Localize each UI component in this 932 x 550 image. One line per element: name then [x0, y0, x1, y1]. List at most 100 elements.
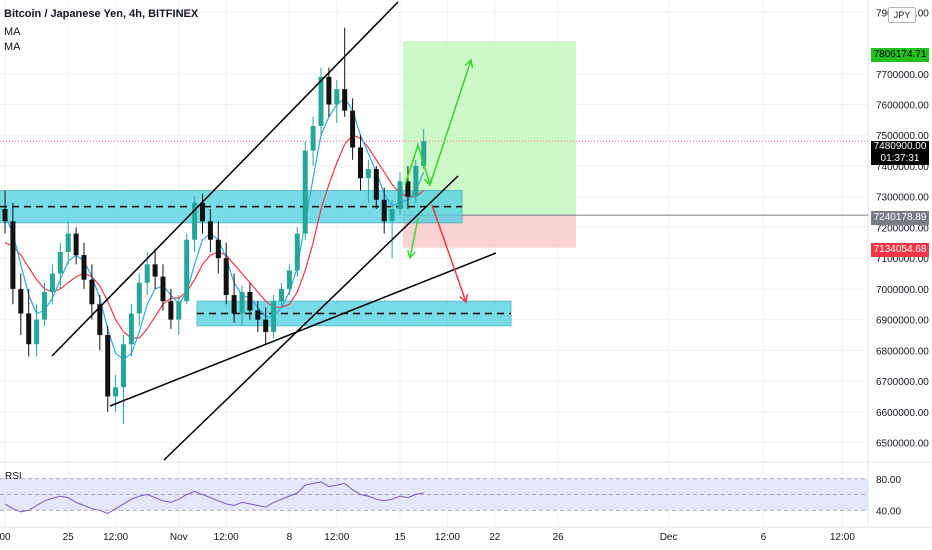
candle-body	[26, 313, 32, 345]
rsi-line	[4, 481, 424, 514]
candle-body	[89, 279, 95, 305]
price-tick-label: 7500000.00	[876, 131, 929, 142]
candle-body	[144, 264, 150, 283]
candle-body	[192, 202, 198, 240]
bullish-retest-arrow-head	[423, 177, 433, 187]
candle-body	[2, 208, 8, 222]
time-tick-label: 12:00	[324, 532, 349, 543]
candle-body	[326, 76, 332, 105]
candle-body	[286, 270, 292, 289]
price-tick-label: 7300000.00	[876, 193, 929, 204]
candle-body	[342, 89, 348, 111]
candle-body	[373, 169, 379, 200]
candle-body	[160, 276, 166, 302]
price-tick-label: 6500000.00	[876, 439, 929, 450]
price-tick-label: 7100000.00	[876, 254, 929, 265]
candle-body	[81, 255, 87, 280]
ma-indicator-label-1[interactable]: MA	[4, 26, 21, 38]
currency-button[interactable]: JPY	[888, 7, 916, 23]
symbol-title[interactable]: Bitcoin / Japanese Yen, 4h, BITFINEX	[4, 8, 199, 20]
time-tick-label: 22	[489, 532, 501, 543]
candle-body	[128, 313, 134, 345]
candle-body	[302, 150, 308, 234]
time-tick-label: 25	[63, 532, 75, 543]
candle-body	[34, 319, 40, 345]
candle-body	[310, 126, 316, 151]
time-tick-label: 8	[287, 532, 293, 543]
price-tick-label: 6900000.00	[876, 316, 929, 327]
candle-body	[389, 208, 395, 222]
bearish-projection-arrow-head	[459, 293, 469, 304]
time-tick-label: Nov	[170, 532, 188, 543]
rsi-tick-label: 80.00	[876, 475, 901, 486]
ma-indicator-label-2[interactable]: MA	[4, 41, 21, 53]
candle-body	[294, 233, 300, 271]
candle-body	[318, 76, 324, 127]
candle-body	[239, 291, 245, 314]
candle-body	[18, 288, 24, 314]
candle-body	[263, 319, 269, 332]
candle-body	[105, 334, 111, 397]
entry-price-badge: 7240178.89	[871, 211, 929, 225]
candle-body	[381, 199, 387, 222]
candle-body	[397, 181, 403, 209]
pullback-arrow	[409, 217, 419, 259]
pullback-arrow-head	[406, 250, 416, 260]
bullish-projection-arrow-head	[464, 58, 474, 69]
candle-body	[279, 288, 284, 302]
time-tick-label: 12:00	[214, 532, 239, 543]
candle-body	[121, 344, 126, 388]
candle-body	[73, 233, 79, 256]
candle-body	[231, 295, 237, 314]
bullish-projection-arrow	[429, 59, 472, 186]
time-tick-label: 00	[0, 532, 11, 543]
candle-body	[365, 169, 371, 179]
candle-body	[57, 252, 63, 274]
candle-body	[223, 258, 229, 296]
candle-body	[42, 291, 47, 320]
channel-lower-trendline	[163, 175, 459, 461]
time-tick-label: Dec	[660, 532, 678, 543]
current-price-badge: 7480900.00 01:37:31	[871, 141, 929, 165]
candle-body	[136, 282, 142, 314]
candle-body	[97, 304, 103, 335]
rsi-indicator-label[interactable]: RSI	[5, 471, 22, 482]
price-tick-label: 7700000.00	[876, 70, 929, 81]
profit-zone	[403, 41, 576, 216]
time-tick-label: 12:00	[435, 532, 460, 543]
candle-body	[10, 221, 16, 289]
support-trendline	[109, 252, 497, 407]
candle-body	[334, 89, 340, 105]
candle-body	[113, 387, 119, 397]
target-price-badge: 7806174.71	[871, 48, 929, 62]
candle-body	[168, 301, 174, 320]
time-tick-label: 15	[394, 532, 406, 543]
price-tick-label: 6700000.00	[876, 377, 929, 388]
price-tick-label: 7400000.00	[876, 162, 929, 173]
time-tick-label: 12:00	[830, 532, 855, 543]
candle-body	[271, 301, 277, 332]
candle-body	[184, 239, 190, 302]
time-tick-label: 12:00	[103, 532, 128, 543]
time-tick-label: 6	[761, 532, 767, 543]
bar-countdown: 01:37:31	[880, 153, 920, 164]
price-tick-label: 7200000.00	[876, 223, 929, 234]
time-tick-label: 26	[552, 532, 564, 543]
candle-body	[413, 165, 419, 197]
bullish-retest-arrow	[404, 142, 431, 186]
candle-body	[405, 181, 411, 197]
candle-body	[247, 291, 253, 311]
candle-body	[152, 264, 158, 277]
candle-body	[350, 110, 356, 148]
price-tick-label: 7000000.00	[876, 285, 929, 296]
price-tick-label: 6800000.00	[876, 346, 929, 357]
candle-body	[176, 301, 182, 320]
candle-body	[200, 202, 205, 222]
rsi-tick-label: 40.00	[876, 506, 901, 517]
current-price-value: 7480900.00	[873, 141, 927, 152]
stop-price-badge: 7134054.68	[871, 243, 929, 257]
candle-body	[358, 147, 363, 179]
candle-body	[65, 233, 71, 253]
candle-body	[215, 239, 221, 259]
